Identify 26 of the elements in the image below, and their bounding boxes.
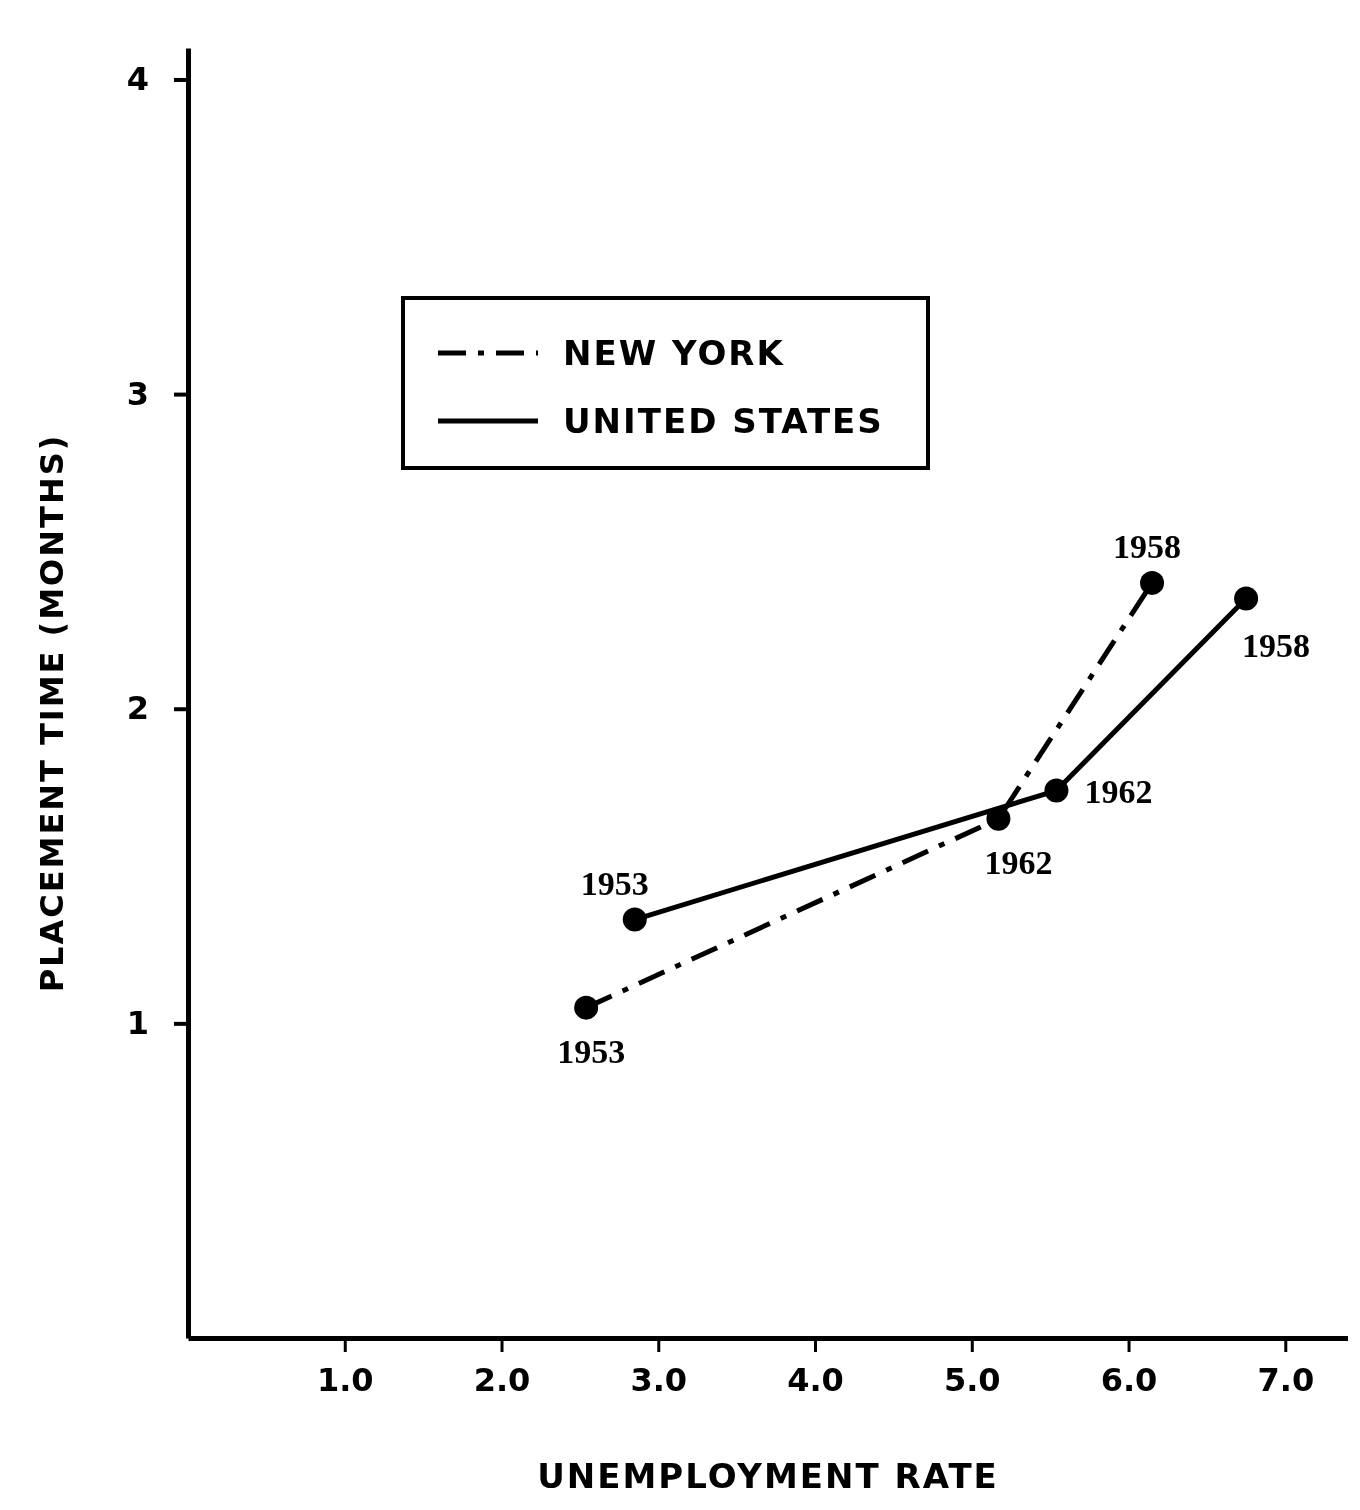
y-tick-label: 3 (126, 374, 149, 413)
y-axis-title: PLACEMENT TIME (MONTHS) (33, 433, 71, 993)
point (1140, 570, 1165, 595)
y-tick-label: 1 (126, 1004, 149, 1043)
legend-label: UNITED STATES (563, 401, 884, 441)
x-tick-label: 3.0 (630, 1360, 688, 1399)
annotation: 1958 (1242, 626, 1311, 664)
annotation: 1962 (1084, 772, 1153, 810)
annotation: 1953 (557, 1032, 626, 1070)
y-tick-label: 4 (126, 60, 149, 99)
x-axis-title: UNEMPLOYMENT RATE (537, 1456, 999, 1496)
annotation: 1953 (580, 864, 649, 902)
annotation: 1962 (984, 843, 1053, 881)
x-tick-label: 5.0 (943, 1360, 1001, 1399)
x-tick-label: 2.0 (473, 1360, 531, 1399)
point (622, 907, 647, 932)
point (1044, 778, 1069, 803)
x-tick-label: 6.0 (1100, 1360, 1158, 1399)
point (1234, 586, 1259, 611)
x-tick-label: 7.0 (1257, 1360, 1315, 1399)
x-tick-label: 1.0 (316, 1360, 374, 1399)
x-tick-label: 4.0 (787, 1360, 844, 1399)
point (574, 995, 599, 1020)
annotation: 1958 (1113, 527, 1182, 565)
y-tick-label: 2 (126, 689, 149, 728)
legend-label: NEW YORK (563, 333, 785, 373)
